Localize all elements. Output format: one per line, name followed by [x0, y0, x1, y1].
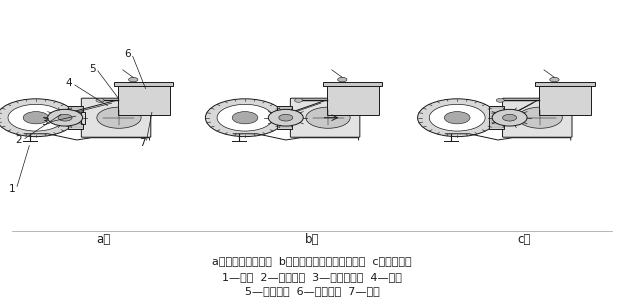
Bar	[68, 106, 82, 129]
Circle shape	[338, 77, 347, 82]
FancyBboxPatch shape	[81, 98, 151, 137]
Circle shape	[47, 109, 82, 126]
Text: 1: 1	[9, 184, 16, 194]
Circle shape	[306, 107, 350, 128]
Circle shape	[0, 99, 76, 136]
Bar	[114, 82, 173, 86]
Text: 3: 3	[42, 117, 48, 127]
Circle shape	[8, 104, 64, 131]
Text: a）: a）	[96, 233, 110, 246]
Text: a）起动机静止状态  b）驱动齿轮与飞轮正在啮合  c）完全啮合: a）起动机静止状态 b）驱动齿轮与飞轮正在啮合 c）完全啮合	[212, 256, 412, 266]
Text: 5—滑动铁心  6—电磁开关  7—电框: 5—滑动铁心 6—电磁开关 7—电框	[245, 286, 379, 297]
Circle shape	[232, 111, 258, 124]
Circle shape	[96, 98, 104, 102]
Circle shape	[444, 111, 470, 124]
Circle shape	[417, 99, 497, 136]
Circle shape	[217, 104, 273, 131]
Circle shape	[97, 107, 141, 128]
Circle shape	[23, 111, 49, 124]
Text: 2: 2	[16, 135, 22, 145]
Bar	[81, 111, 85, 124]
Text: 1—飞轮  2—驱动齿轮  3—单向离合器  4—拨叉: 1—飞轮 2—驱动齿轮 3—单向离合器 4—拨叉	[222, 271, 402, 282]
Circle shape	[550, 77, 559, 82]
Text: 6: 6	[125, 49, 131, 59]
Bar	[117, 86, 170, 115]
Text: 4: 4	[66, 78, 72, 89]
Text: b）: b）	[305, 233, 319, 246]
Bar	[323, 82, 383, 86]
Circle shape	[429, 104, 485, 131]
FancyBboxPatch shape	[502, 98, 572, 137]
Circle shape	[518, 107, 562, 128]
Circle shape	[295, 98, 303, 102]
Circle shape	[129, 77, 138, 82]
Circle shape	[496, 98, 504, 102]
Circle shape	[205, 99, 285, 136]
Bar	[326, 86, 379, 115]
Bar	[489, 106, 504, 129]
Text: c）: c）	[517, 233, 531, 246]
Circle shape	[502, 114, 517, 121]
Text: 7: 7	[139, 138, 145, 148]
Circle shape	[58, 114, 72, 121]
Circle shape	[279, 114, 293, 121]
Circle shape	[492, 109, 527, 126]
Bar	[277, 106, 291, 129]
Bar	[535, 82, 595, 86]
Text: 5: 5	[89, 63, 95, 74]
FancyBboxPatch shape	[290, 98, 360, 137]
Circle shape	[268, 109, 303, 126]
Bar	[539, 86, 591, 115]
